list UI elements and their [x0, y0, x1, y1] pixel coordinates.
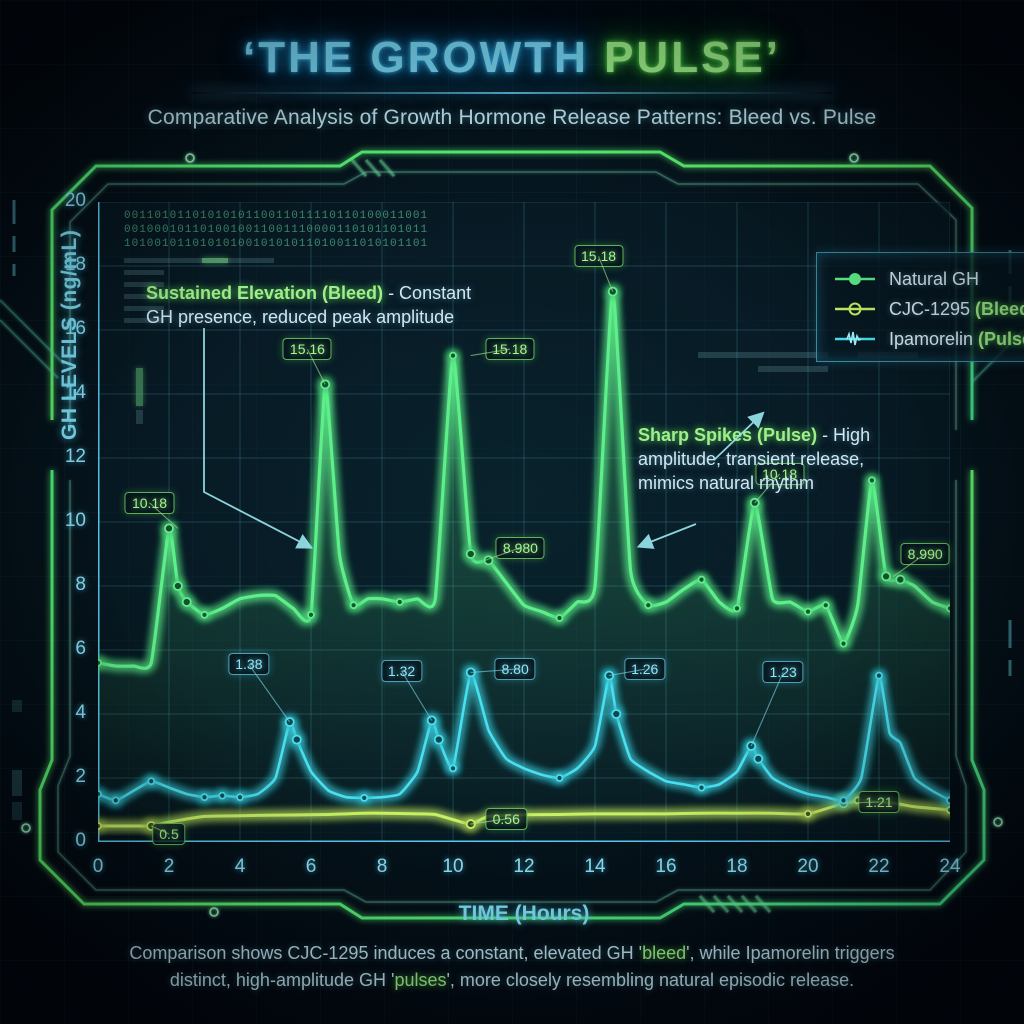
plot-area: 0011010110101010110011011110110100011001…	[58, 190, 1024, 925]
data-label: 1.26	[624, 658, 666, 681]
x-axis-tick: 8	[376, 856, 388, 877]
y-axis-tick: 8	[75, 574, 86, 595]
x-axis-tick: 16	[655, 856, 677, 877]
annotation-pulse-line3: mimics natural rhythm	[638, 472, 815, 493]
data-label: 1.32	[380, 659, 423, 682]
annotation-pulse-rest: - High	[817, 425, 871, 445]
x-axis-tick: 24	[939, 856, 961, 877]
x-axis-tick: 20	[797, 856, 819, 877]
legend-item-natural-gh[interactable]: Natural GH	[833, 265, 979, 293]
legend-label-cjc-1295: CJC-1295 (Bleed)	[889, 298, 1024, 319]
header: ‘THE GROWTH PULSE’ Comparative Analysis …	[0, 0, 1024, 150]
y-axis-tick: 2	[75, 766, 86, 787]
annotation-bleed: Sustained Elevation (Bleed) - Constant G…	[146, 282, 526, 330]
data-label: 8.80	[494, 658, 536, 681]
legend-marker-open-circle	[835, 302, 875, 316]
y-axis-tick: 6	[75, 638, 86, 659]
data-label: 15.18	[485, 338, 535, 361]
y-axis-tick: 4	[75, 702, 86, 723]
x-axis-tick: 0	[92, 856, 104, 877]
x-axis-tick: 22	[868, 856, 890, 877]
annotation-bleed-line2: GH presence, reduced peak amplitude	[146, 306, 455, 327]
y-axis-tick: 0	[75, 830, 86, 851]
x-axis-tick: 2	[163, 856, 175, 877]
annotation-pulse-bold: Sharp Spikes (Pulse)	[638, 425, 818, 445]
chart-legend: Natural GH CJC-1295 (Bleed) Ipamorelin (…	[816, 252, 1024, 362]
data-label: 15.18	[574, 245, 624, 268]
x-axis-tick: 6	[305, 856, 317, 877]
y-axis-tick: 12	[64, 446, 86, 467]
x-axis-label: TIME (Hours)	[458, 902, 590, 925]
chart-panel: 0011010110101010110011011110110100011001…	[0, 150, 1024, 930]
x-axis-tick: 12	[513, 856, 535, 877]
legend-item-cjc-1295[interactable]: CJC-1295 (Bleed)	[833, 295, 1024, 323]
data-label: 10.18	[124, 491, 174, 514]
title-underline	[192, 92, 832, 94]
data-label: 15.16	[282, 338, 332, 361]
y-axis-tick: 20	[64, 190, 86, 211]
page-title: ‘THE GROWTH PULSE’	[0, 33, 1024, 83]
annotation-pulse-line2: amplitude, transient release,	[638, 448, 865, 469]
x-axis-tick: 10	[442, 856, 464, 877]
footer-caption: Comparison shows CJC-1295 induces a cons…	[129, 943, 895, 990]
data-label: 1.23	[762, 661, 804, 684]
data-label: 0.56	[485, 807, 527, 830]
legend-label-natural-gh: Natural GH	[889, 268, 980, 289]
legend-label-ipamorelin: Ipamorelin (Pulse)	[889, 328, 1024, 349]
x-axis-tick: 18	[726, 856, 748, 877]
annotation-bleed-rest: - Constant	[383, 283, 472, 303]
title-part-pulse: PULSE’	[604, 33, 781, 82]
page-subtitle: Comparative Analysis of Growth Hormone R…	[147, 106, 877, 129]
title-part-growth: ‘THE GROWTH	[242, 33, 605, 82]
x-axis-tick: 14	[584, 856, 606, 877]
data-label: 0.5	[152, 823, 186, 845]
y-axis-tick: 10	[64, 510, 86, 531]
annotation-bleed-bold: Sustained Elevation (Bleed)	[146, 283, 384, 303]
data-label: 8.990	[900, 543, 950, 565]
x-axis-tick: 4	[234, 856, 246, 877]
data-label: 8.980	[495, 536, 545, 559]
legend-marker-filled-circle	[835, 273, 875, 285]
y-axis-label: GH LEVELS (ng/mL)	[58, 229, 81, 440]
legend-item-ipamorelin[interactable]: Ipamorelin (Pulse)	[833, 325, 1024, 353]
data-label: 1.21	[858, 791, 900, 813]
legend-marker-waveform	[835, 331, 875, 346]
data-label: 1.38	[228, 653, 270, 676]
annotation-pulse: Sharp Spikes (Pulse) - High amplitude, t…	[638, 424, 938, 495]
